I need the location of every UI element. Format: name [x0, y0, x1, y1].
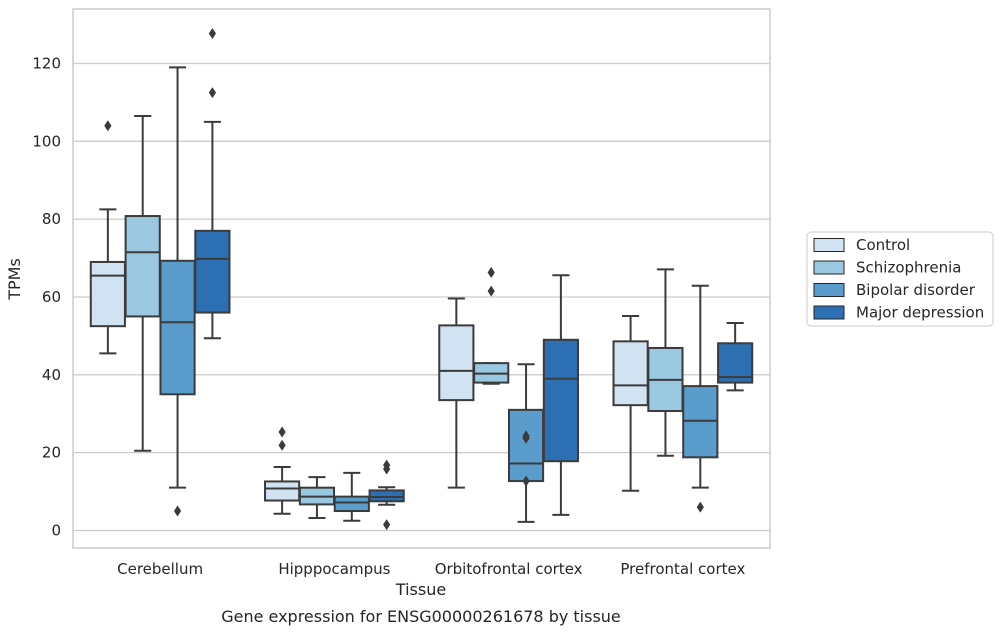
legend-label: Schizophrenia: [856, 259, 961, 277]
y-tick-label: 40: [42, 366, 61, 384]
outlier-point: [278, 439, 286, 451]
plot-frame: [72, 8, 771, 549]
y-tick-label: 80: [42, 210, 61, 228]
x-tick-label: Prefrontal cortex: [620, 560, 745, 578]
outlier-point: [208, 87, 216, 99]
y-tick-label: 60: [42, 288, 61, 306]
x-tick-label: Orbitofrontal cortex: [435, 560, 583, 578]
box-1-3: [368, 459, 405, 531]
legend-label: Control: [856, 236, 910, 254]
legend-label: Bipolar disorder: [856, 281, 976, 299]
x-tick-labels: Cerebellum Hipppocampus Orbitofrontal cort…: [117, 560, 745, 578]
outlier-point: [522, 475, 530, 487]
box-body: [542, 338, 579, 463]
outlier-point: [696, 501, 704, 513]
box-body: [89, 260, 126, 328]
box-0-1: [124, 115, 161, 452]
legend-swatch: [813, 305, 845, 320]
chart-caption: Gene expression for ENSG00000261678 by t…: [221, 607, 621, 626]
box-0-2: [159, 66, 196, 517]
box-3-1: [647, 268, 684, 457]
legend-swatch: [813, 283, 845, 297]
box-1-0: [264, 426, 301, 515]
x-tick-label: Hipppocampus: [278, 560, 390, 578]
outlier-point: [487, 266, 495, 278]
legend-swatch: [813, 238, 845, 252]
outlier-point: [104, 120, 112, 132]
box-body: [159, 259, 196, 396]
y-tick-label: 0: [51, 521, 61, 539]
box-2-0: [438, 297, 475, 489]
y-tick-label: 20: [42, 444, 61, 462]
y-tick-label: 100: [32, 132, 61, 150]
box-body: [333, 495, 370, 513]
box-1-1: [298, 476, 336, 520]
box-2-3: [542, 274, 579, 516]
box-body: [194, 229, 231, 314]
box-1-2: [333, 471, 370, 522]
x-axis-label: Tissue: [395, 580, 446, 599]
outlier-point: [522, 430, 530, 442]
outlier-point: [487, 285, 495, 297]
y-tick-labels: 0 20 40 60 80 100 120: [32, 54, 61, 539]
outlier-point: [278, 426, 286, 438]
legend-label: Major depression: [856, 304, 984, 322]
box-3-2: [682, 284, 719, 513]
box-body: [264, 480, 301, 502]
outlier-point: [173, 505, 182, 517]
box-2-1: [473, 266, 510, 385]
box-body: [368, 489, 405, 503]
x-tick-label: Cerebellum: [117, 560, 203, 578]
box-0-0: [89, 120, 126, 355]
box-body: [612, 340, 649, 407]
legend-frame: [806, 231, 994, 327]
outlier-point: [383, 519, 391, 531]
box-0-3: [194, 28, 231, 340]
legend: Control Schizophrenia Bipolar disorder Majo…: [806, 231, 994, 327]
box-body: [124, 215, 161, 318]
box-body: [438, 324, 475, 402]
box-3-0: [612, 315, 649, 492]
box-2-2: [507, 363, 545, 523]
y-tick-label: 120: [32, 54, 61, 72]
box-3-3: [717, 322, 754, 392]
outlier-point: [208, 28, 216, 40]
box-body: [717, 342, 754, 384]
y-axis-label: TPMs: [5, 258, 24, 301]
box-body: [507, 408, 545, 483]
legend-swatch: [813, 260, 845, 275]
outlier-point: [383, 459, 391, 471]
box-groups: [89, 28, 754, 531]
